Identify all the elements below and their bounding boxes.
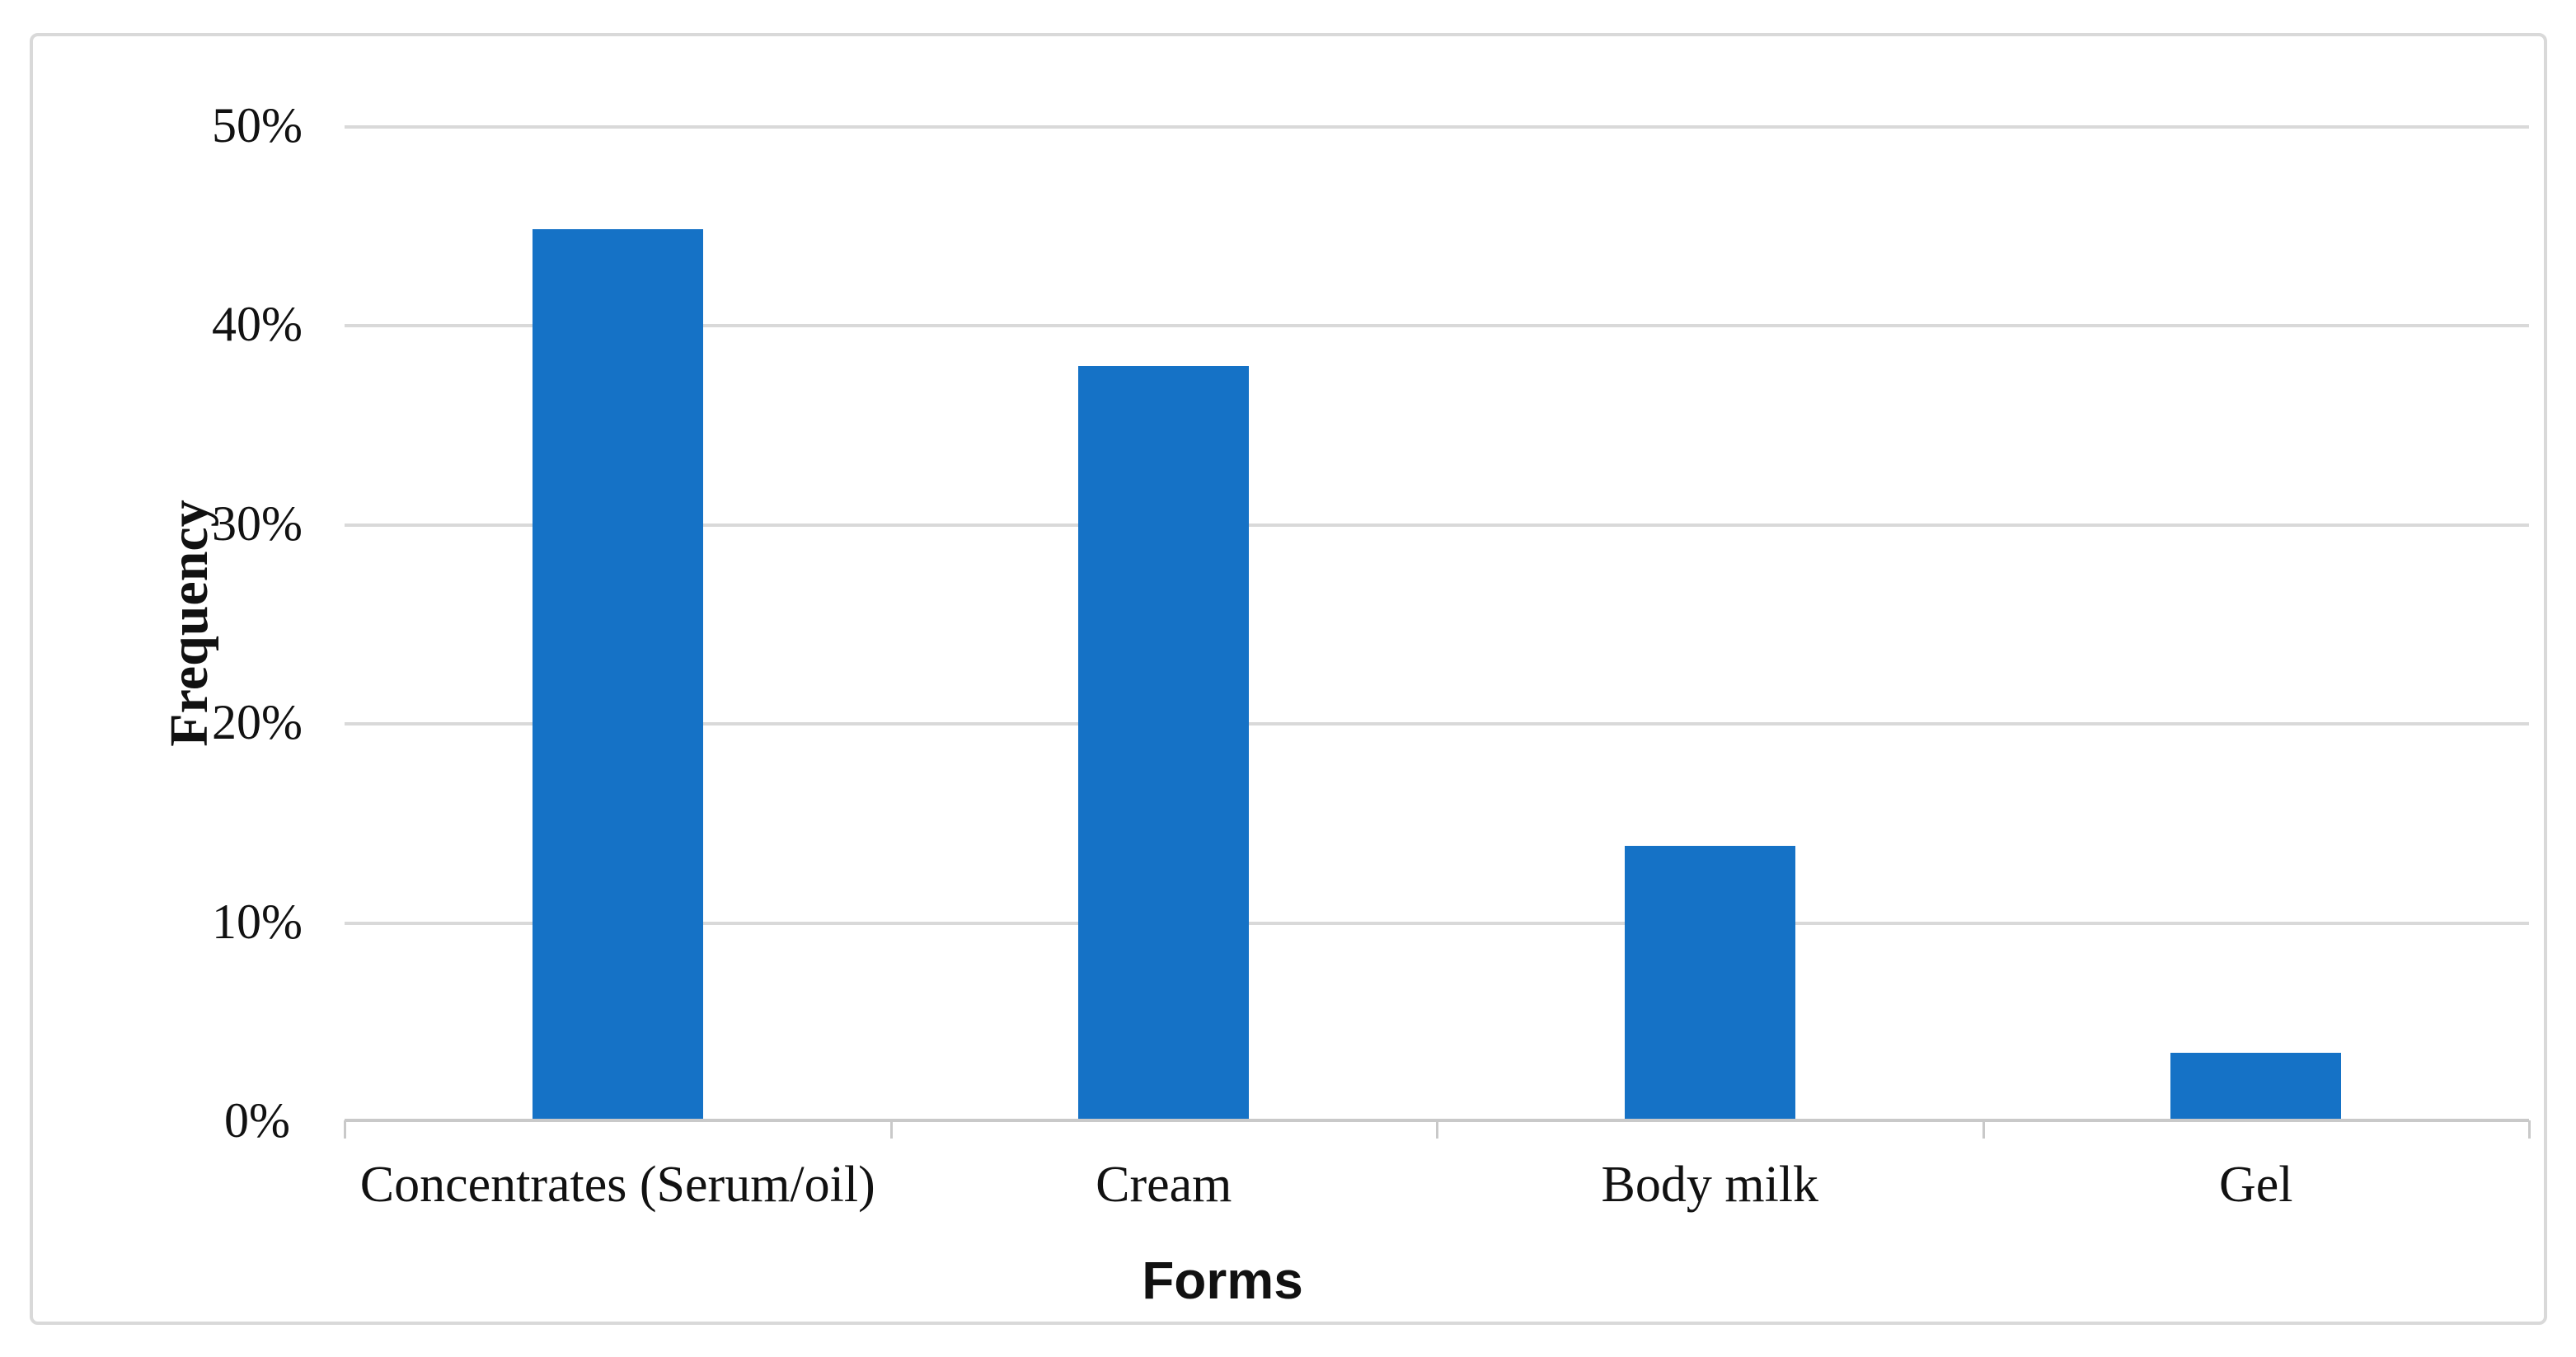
y-tick-label-40: 40% [212, 297, 303, 352]
x-axis-tick [889, 1120, 893, 1139]
chart-frame: Frequency 0% 10% 20% 30% 40% 50% Concentrates… [30, 33, 2547, 1325]
y-tick-label-0: 0% [224, 1093, 290, 1148]
gridline-40 [345, 324, 2529, 328]
bar-gel [2170, 1052, 2342, 1120]
gridline-30 [345, 523, 2529, 527]
gridline-20 [345, 722, 2529, 726]
gridline-50 [345, 125, 2529, 129]
x-axis-tick [1982, 1120, 1985, 1139]
y-tick-label-20: 20% [212, 695, 303, 750]
plot-area [345, 125, 2529, 1120]
x-axis-tick [344, 1120, 346, 1139]
x-axis-tick [1436, 1120, 1438, 1139]
bar-concentrates-serum-oil [532, 228, 703, 1120]
y-tick-label-10: 10% [212, 894, 303, 949]
category-label-cream: Cream [1096, 1157, 1232, 1213]
y-tick-label-30: 30% [212, 495, 303, 551]
x-axis-title: Forms [1142, 1251, 1303, 1310]
bar-body-milk [1624, 845, 1795, 1120]
category-label-concentrates-serum-oil: Concentrates (Serum/oil) [359, 1157, 875, 1213]
y-tick-label-50: 50% [212, 98, 303, 153]
category-label-gel: Gel [2218, 1157, 2293, 1213]
bar-cream [1078, 366, 1250, 1120]
gridline-10 [345, 921, 2529, 925]
x-axis-tick [2528, 1120, 2531, 1139]
category-label-body-milk: Body milk [1601, 1157, 1819, 1213]
